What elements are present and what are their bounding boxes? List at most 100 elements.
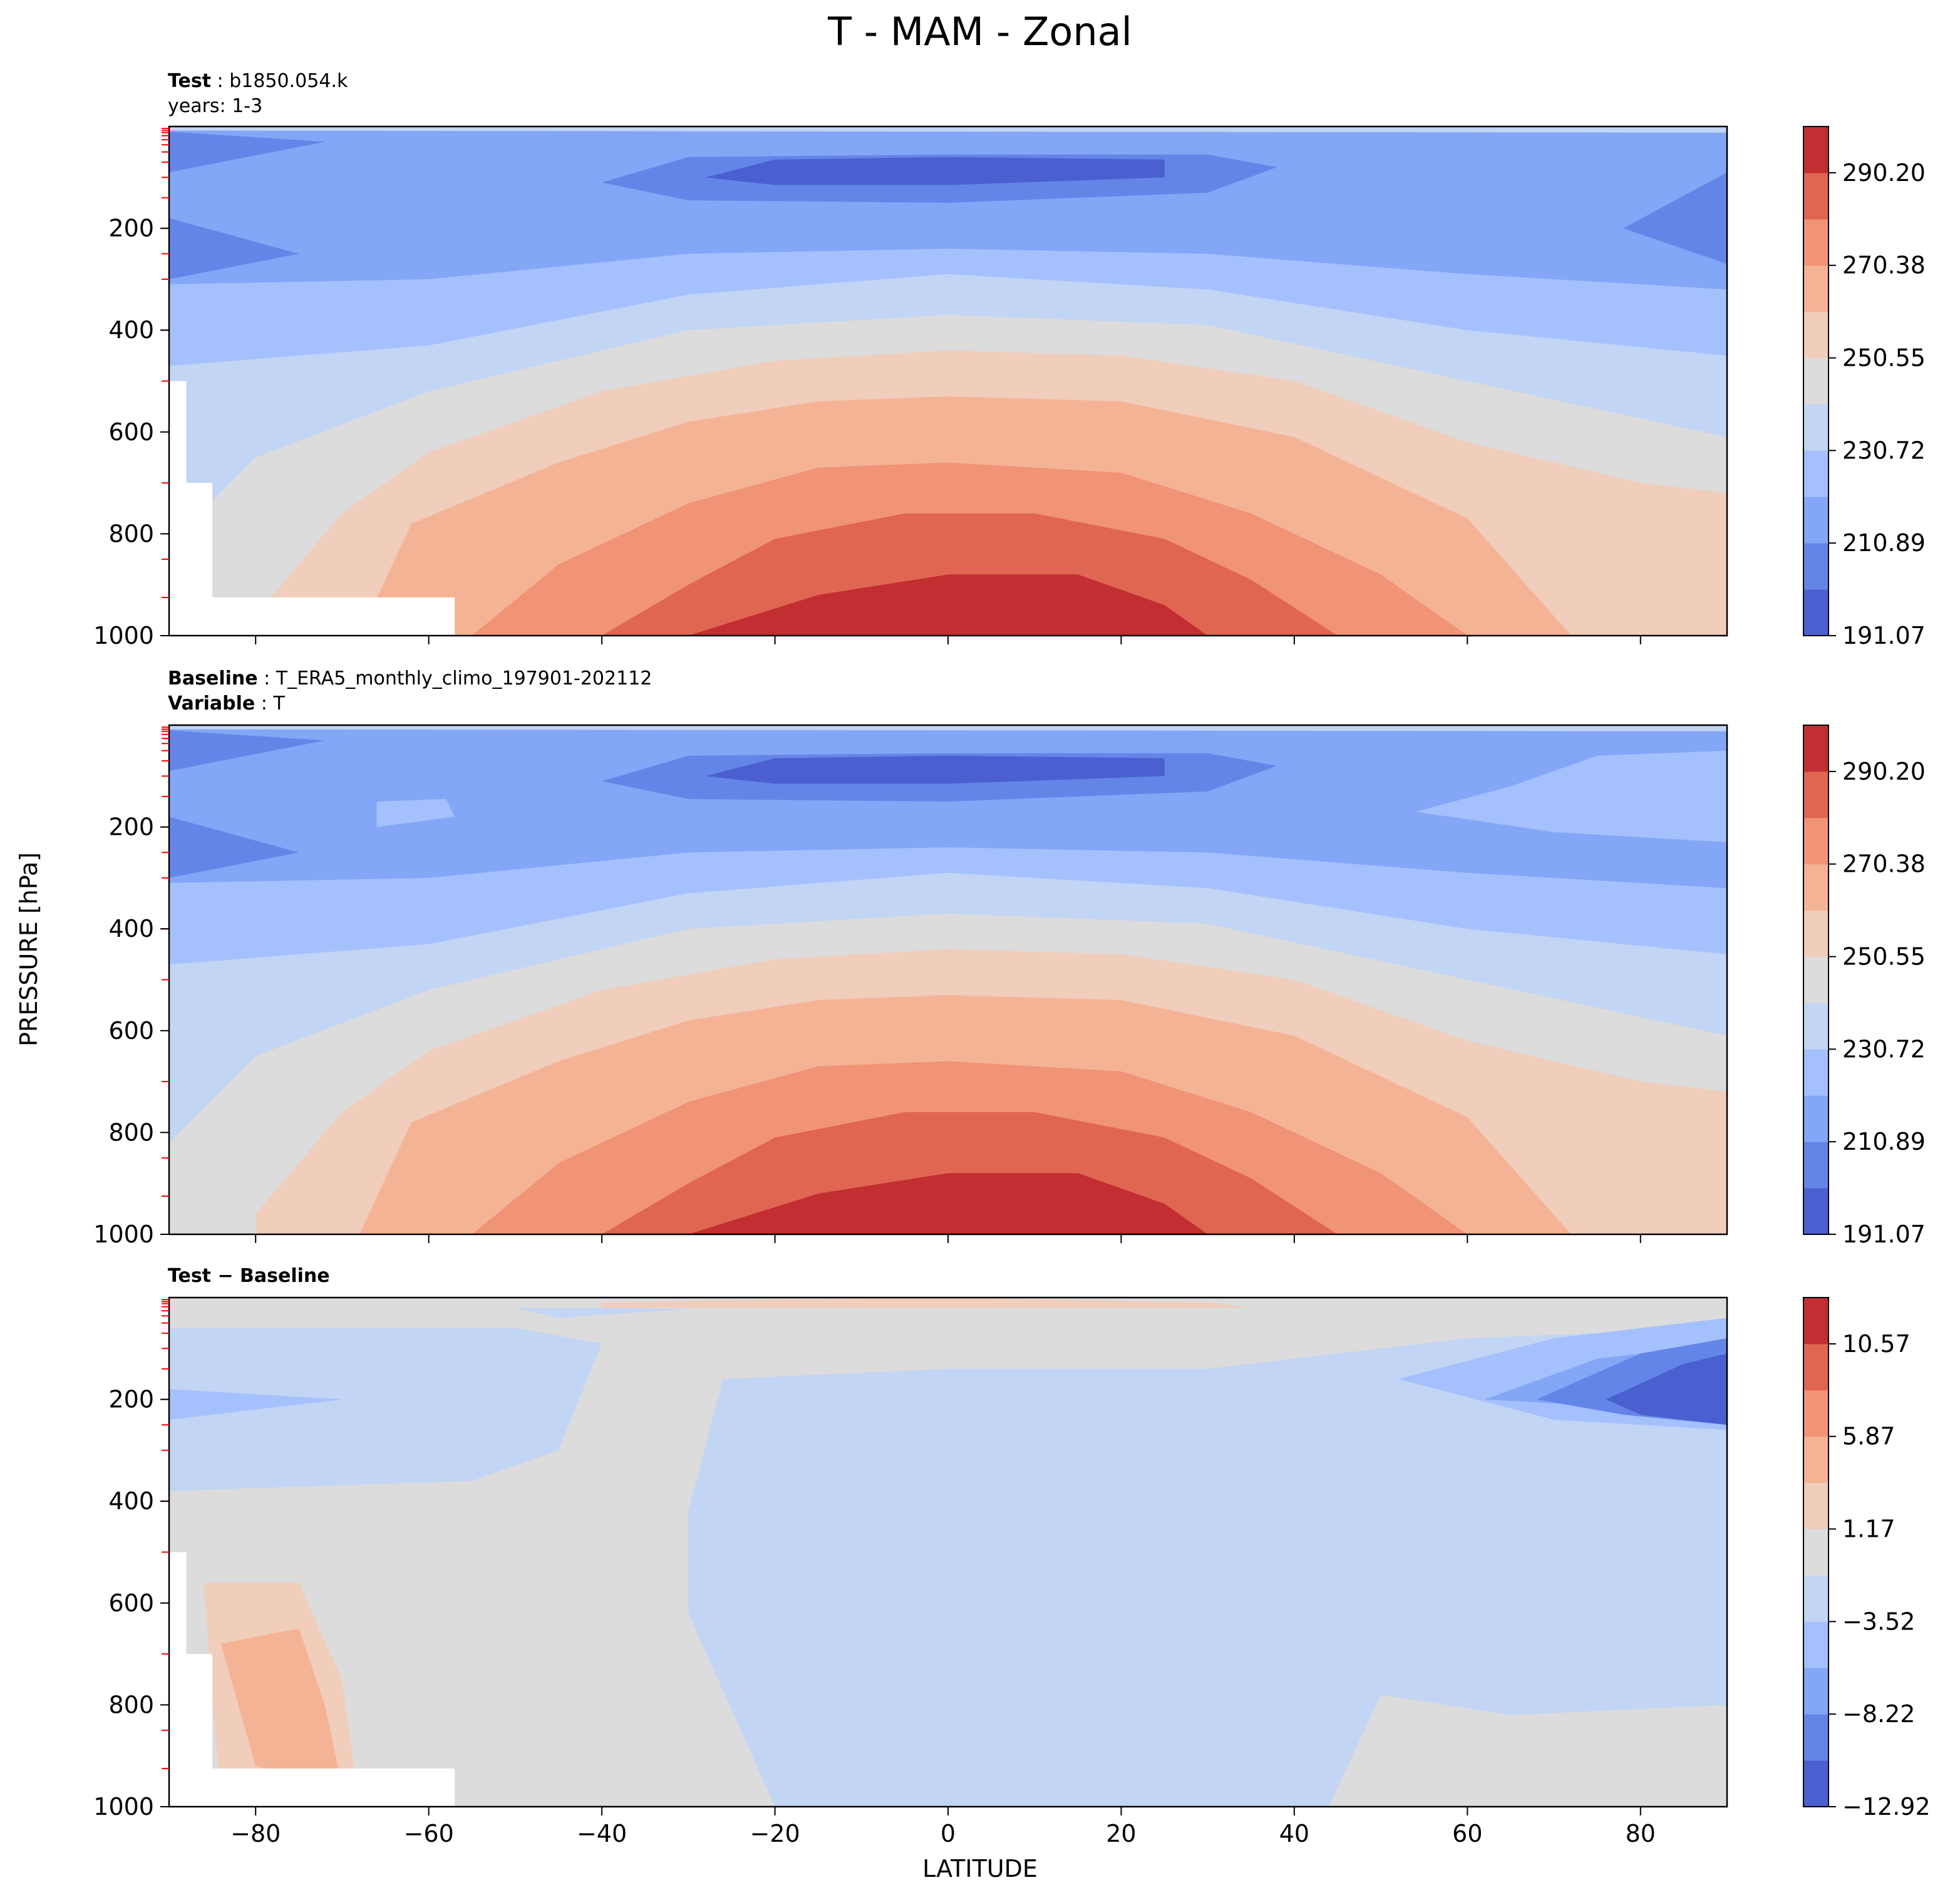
colorbar-bin [1803, 265, 1828, 312]
test-label: Test [168, 70, 212, 92]
colorbar-bin [1803, 1188, 1828, 1235]
colorbar-tick-label: 210.89 [1842, 1128, 1926, 1155]
colorbar-bin [1803, 1436, 1828, 1484]
surface-mask [169, 381, 455, 636]
colorbar-bin [1803, 956, 1828, 1003]
colorbar-bin [1803, 126, 1828, 173]
x-tick-label: 20 [1106, 1820, 1136, 1847]
colorbar-bin [1803, 1575, 1828, 1622]
colorbar-bin [1803, 404, 1828, 451]
contour-region-12 [169, 218, 299, 279]
colorbar-tick-label: −8.22 [1842, 1700, 1915, 1728]
contour-region-1 [169, 1328, 602, 1491]
colorbar-tick-label: 191.07 [1842, 1221, 1926, 1248]
colorbar-bin [1803, 1095, 1828, 1142]
colorbar-bin [1803, 817, 1828, 865]
colorbar-bin [1803, 219, 1828, 266]
y-tick-label: 400 [108, 915, 154, 942]
colorbar-bin [1803, 1142, 1828, 1189]
test-annotation: Test : b1850.054.k years: 1-3 [168, 69, 348, 119]
colorbar-bin [1803, 172, 1828, 220]
colorbar-tick-label: 191.07 [1842, 622, 1926, 649]
contour-region-14 [169, 126, 1727, 133]
colorbar-tick-label: 230.72 [1842, 1035, 1926, 1063]
y-tick-label: 1000 [93, 1793, 154, 1820]
colorbar-bin [1803, 771, 1828, 818]
colorbar-tick-label: 250.55 [1842, 943, 1926, 971]
colorbar-bin [1803, 1390, 1828, 1437]
figure-title: T - MAM - Zonal [828, 9, 1132, 54]
baseline-annotation: Baseline : T_ERA5_monthly_climo_197901-2… [168, 668, 652, 715]
diff-annotation: Test − Baseline [168, 1264, 330, 1289]
colorbar-tick-label: −12.92 [1842, 1793, 1931, 1820]
panel-1-contours [169, 725, 1727, 1234]
panel-2: 200 400 600 800 1000 −80 −60 −40 −20 0 20 40 60 80 −12… [93, 1296, 1931, 1847]
diff-label: Test − Baseline [168, 1265, 330, 1287]
y-tick-label: 600 [108, 1589, 154, 1617]
y-tick-label: 1000 [93, 1221, 154, 1248]
colorbar-tick-label: 270.38 [1842, 850, 1926, 878]
panel-2-contours [169, 1298, 1727, 1807]
colorbar-bin [1803, 1529, 1828, 1576]
colorbar-bin [1803, 543, 1828, 590]
y-tick-label: 800 [108, 1691, 154, 1718]
x-tick-label: 0 [941, 1820, 956, 1847]
colorbar-tick-label: 1.17 [1842, 1515, 1896, 1543]
y-tick-label: 800 [108, 520, 154, 547]
contour-region-11 [602, 1298, 1251, 1308]
colorbar-bin [1803, 1298, 1828, 1345]
y-tick-label: 400 [108, 1487, 154, 1515]
colorbar-bin [1803, 311, 1828, 359]
contour-region-11 [169, 132, 325, 173]
baseline-label: Baseline [168, 668, 258, 689]
colorbar-bin [1803, 1343, 1828, 1391]
contour-region-11 [169, 730, 325, 772]
y-tick-label: 600 [108, 1017, 154, 1045]
variable-label: Variable [168, 693, 255, 715]
y-tick-label: 200 [108, 215, 154, 242]
colorbar-tick-label: −3.52 [1842, 1608, 1915, 1635]
contour-region-13 [376, 798, 455, 827]
contour-region-10 [220, 1628, 343, 1787]
x-tick-label: −60 [404, 1820, 454, 1847]
colorbar-bin [1803, 1482, 1828, 1530]
colorbar-bin [1803, 450, 1828, 497]
x-tick-label: 80 [1626, 1820, 1656, 1847]
colorbar-frame [1803, 1297, 1829, 1807]
surface-mask [169, 1552, 455, 1807]
colorbar-bin [1803, 1621, 1828, 1668]
baseline-case-name: T_ERA5_monthly_climo_197901-202112 [276, 668, 652, 689]
contour-region-4 [1329, 1695, 1727, 1807]
colorbar-frame [1803, 126, 1829, 636]
colorbar-tick-label: 250.55 [1842, 344, 1926, 372]
colorbar-bin [1803, 864, 1828, 911]
colorbar-tick-label: 290.20 [1842, 159, 1926, 187]
colorbar-bin [1803, 725, 1828, 772]
colorbar-tick-label: 230.72 [1842, 436, 1926, 464]
panel-0-contours [169, 126, 1727, 636]
x-tick-label: 40 [1279, 1820, 1309, 1847]
x-tick-label: −40 [577, 1820, 627, 1847]
variable-name: T [273, 693, 285, 715]
contour-region-15 [169, 725, 1727, 731]
y-tick-label: 400 [108, 316, 154, 344]
contour-region-13 [1623, 172, 1727, 264]
test-years: years: 1-3 [168, 95, 263, 117]
colorbar-bin [1803, 589, 1828, 636]
contour-region-8 [688, 1173, 1208, 1234]
y-tick-label: 200 [108, 1386, 154, 1413]
colorbar-bin [1803, 910, 1828, 958]
contour-region-10 [706, 755, 1165, 784]
colorbar-bin [1803, 1714, 1828, 1761]
contour-region-14 [1415, 750, 1727, 842]
contour-region-12 [515, 1308, 689, 1318]
contour-region-10 [706, 157, 1165, 185]
colorbar-bin [1803, 1760, 1828, 1807]
x-axis-label: LATITUDE [922, 1855, 1038, 1882]
colorbar-tick-label: 290.20 [1842, 758, 1926, 785]
colorbar-tick-label: 270.38 [1842, 252, 1926, 279]
contour-region-8 [688, 574, 1208, 636]
panel-1: 200 400 600 800 1000 191.07 210.89 230.72 250.55… [93, 724, 1926, 1248]
x-tick-label: 60 [1452, 1820, 1482, 1847]
colorbar-tick-label: 210.89 [1842, 529, 1926, 557]
